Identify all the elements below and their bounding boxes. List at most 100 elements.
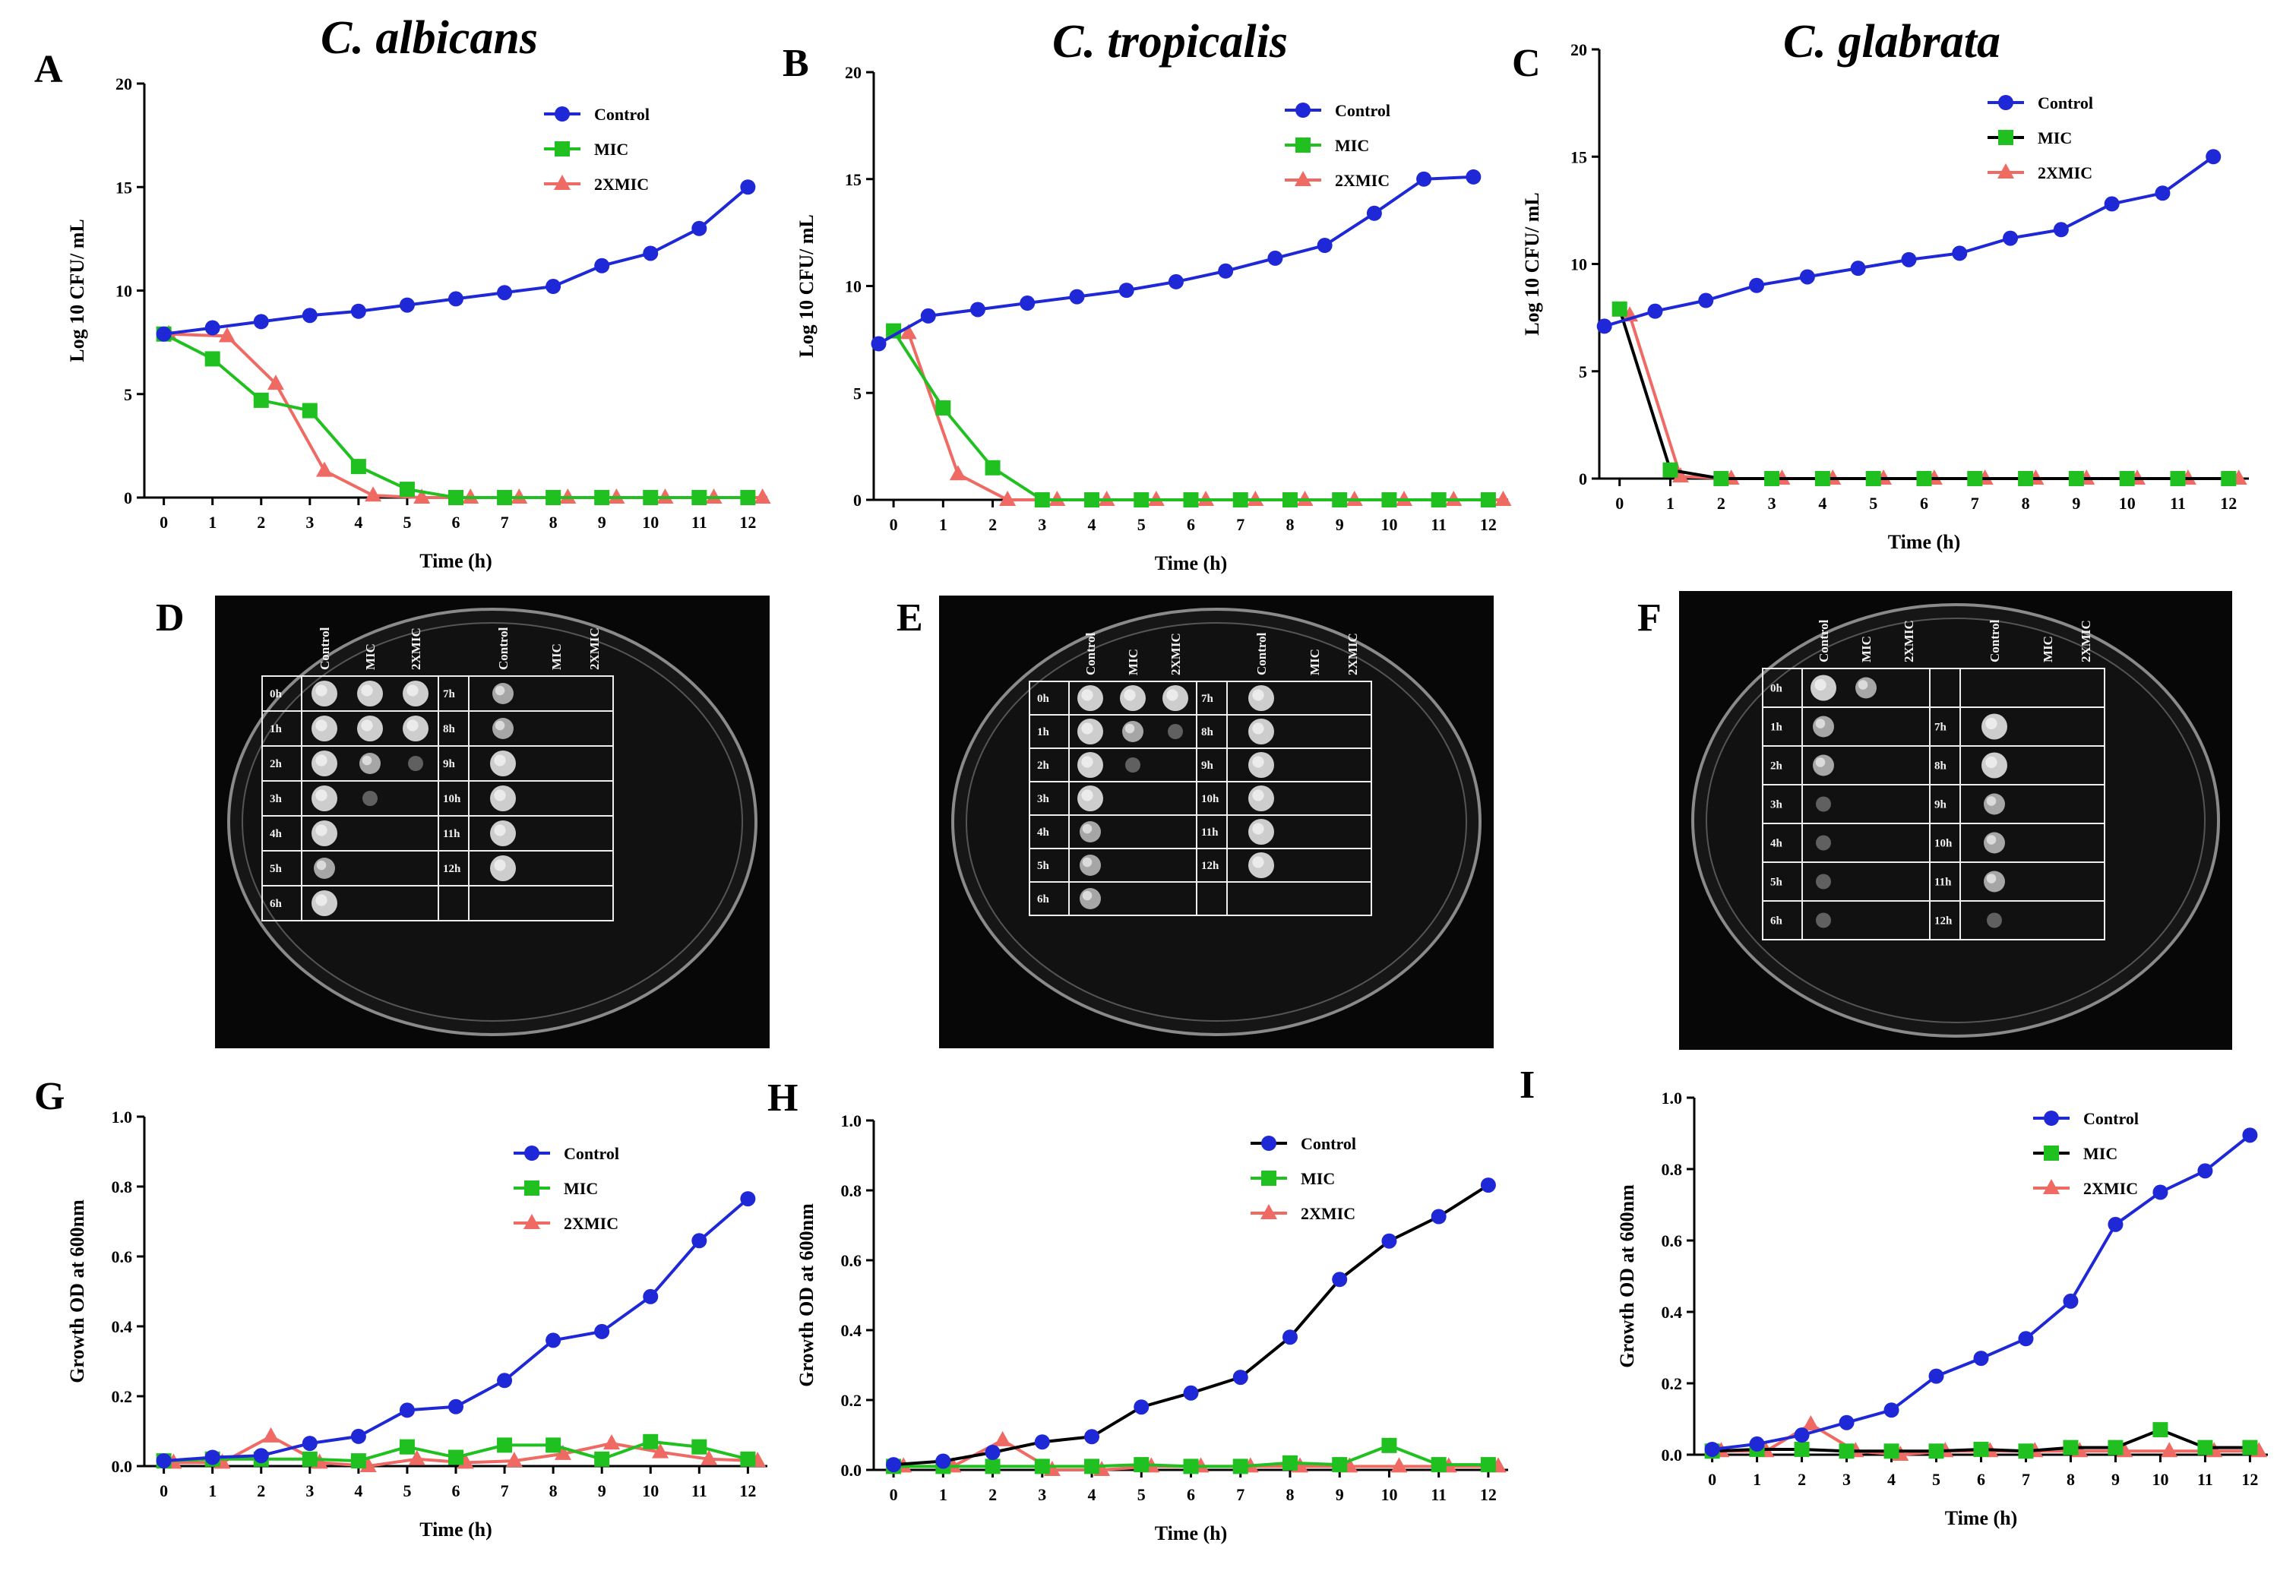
chart-c-point-control [1850, 261, 1866, 277]
chart-g-point-mic [691, 1439, 707, 1455]
chart-h-point-control [935, 1453, 951, 1469]
chart-c-point-mic [1967, 471, 1983, 486]
chart-g-point-mic [399, 1439, 415, 1455]
chart-b-title: C. tropicalis [1052, 16, 1288, 68]
chart-a-legend: Control MIC 2XMIC [544, 105, 650, 194]
chart-c-point-control [1952, 245, 1968, 261]
plate-f-header-left: MIC [1859, 636, 1874, 662]
chart-a-xtick-label: 0 [160, 513, 168, 532]
plate-e-dish-inner [966, 622, 1467, 1022]
chart-a-ytick-label: 0 [124, 488, 132, 507]
plate-f-spot-highlight [1985, 717, 1997, 730]
chart-b-point-control [1416, 171, 1432, 187]
plate-d: Control Control MIC MIC 2XMIC 2XMIC 0h 1h 2h 3h 4h… [215, 596, 770, 1048]
plate-f-row-label: 11h [1934, 877, 1952, 889]
plate-d-row-label: 5h [270, 863, 283, 875]
chart-i-legend-label: 2XMIC [2083, 1179, 2138, 1198]
plate-e-header-right: 2XMIC [1346, 633, 1360, 675]
chart-a-point-mic [691, 490, 707, 505]
chart-h-point-control [1084, 1429, 1100, 1445]
chart-i-point-mic [2063, 1440, 2079, 1455]
chart-c-ytick-label: 20 [1570, 40, 1587, 59]
chart-h-legend: Control MIC 2XMIC [1251, 1134, 1356, 1223]
chart-a-point-mic [497, 490, 513, 505]
chart-g-point-control [204, 1449, 220, 1465]
chart-c-point-mic [1916, 471, 1932, 486]
chart-c-point-mic [1713, 471, 1729, 486]
chart-b-point-mic [1381, 492, 1397, 507]
plate-f-row-label: 10h [1934, 838, 1953, 850]
chart-a-point-control [204, 320, 220, 336]
chart-a-title: C. albicans [321, 12, 538, 64]
chart-a-point-mic [350, 459, 366, 475]
plate-d-spot-highlight [361, 684, 373, 697]
chart-h-point-mic [1183, 1459, 1199, 1474]
plate-f-row-label: 6h [1770, 915, 1783, 928]
chart-i-point-mic [2242, 1440, 2258, 1455]
plate-f-row-label: 2h [1770, 760, 1783, 773]
chart-g-ytick-label: 0.4 [112, 1317, 133, 1336]
plate-e-row-label: 8h [1201, 726, 1214, 738]
chart-b-legend-label: MIC [1335, 136, 1369, 155]
chart-c-xtick-label: 9 [2072, 494, 2080, 513]
plate-e-row-label: 10h [1201, 793, 1219, 805]
plate-e-header-left: MIC [1126, 649, 1140, 675]
chart-a-xtick-label: 9 [598, 513, 606, 532]
chart-h-point-control [1134, 1399, 1150, 1415]
plate-d-spot-highlight [315, 754, 327, 766]
chart-g-series-control [156, 1191, 756, 1469]
chart-h-xtick-label: 7 [1236, 1485, 1244, 1504]
chart-h-ytick-label: 0.0 [841, 1461, 862, 1480]
chart-g-xtick-label: 7 [501, 1481, 509, 1500]
chart-i-xlabel: Time (h) [1945, 1507, 2018, 1529]
plate-f-header-left: Control [1817, 619, 1831, 662]
chart-c-ytick-label: 5 [1579, 362, 1587, 381]
chart-a-point-2xmic [754, 488, 771, 504]
chart-i-legend-label: MIC [2083, 1144, 2117, 1163]
plate-d-spot-highlight [494, 789, 506, 801]
chart-a-legend-marker [554, 175, 571, 190]
chart-g-xtick-label: 10 [642, 1481, 659, 1500]
chart-i-xtick-label: 8 [2067, 1470, 2075, 1489]
chart-a-point-mic [302, 403, 318, 419]
chart-b-xtick-label: 4 [1088, 515, 1096, 534]
chart-a-xtick-label: 6 [452, 513, 460, 532]
plate-d-header-right: Control [496, 627, 511, 670]
chart-g-point-control [594, 1323, 610, 1339]
chart-h-point-mic [1134, 1457, 1150, 1473]
plate-e-spot-highlight [1081, 689, 1093, 701]
chart-g-legend: Control MIC 2XMIC [514, 1144, 619, 1233]
chart-i-legend-marker [2043, 1179, 2060, 1194]
panel-letters-layer: A B C D E F G H I [34, 42, 1662, 1120]
chart-b-xtick-label: 1 [939, 515, 947, 534]
chart-h-point-mic [1480, 1457, 1496, 1473]
chart-b-legend-label: 2XMIC [1335, 171, 1390, 190]
chart-b-xtick-label: 2 [988, 515, 997, 534]
chart-g-point-control [399, 1402, 415, 1418]
chart-a-series-control [156, 179, 756, 342]
chart-i-point-mic [2108, 1440, 2124, 1455]
chart-c-xtick-label: 10 [2119, 494, 2136, 513]
chart-a-point-2xmic [365, 486, 382, 502]
chart-i-ytick-label: 0.0 [1662, 1446, 1683, 1465]
chart-h-xtick-label: 12 [1480, 1485, 1497, 1504]
chart-b-line-mic [892, 330, 1488, 501]
chart-b-point-control [969, 302, 985, 318]
chart-h-legend-marker [1261, 1136, 1276, 1151]
chart-g-legend-marker [524, 1180, 539, 1196]
chart-g-point-mic [448, 1449, 463, 1465]
chart-c-point-2xmic [1671, 467, 1689, 483]
chart-b-point-2xmic [900, 324, 917, 340]
chart-g-point-mic [740, 1451, 756, 1467]
chart-a-series-mic [156, 326, 756, 505]
chart-g-point-2xmic [652, 1443, 669, 1459]
chart-a-xlabel: Time (h) [419, 550, 492, 572]
chart-i-point-control [2018, 1331, 2034, 1347]
chart-a-point-2xmic [218, 327, 236, 343]
chart-b-series-2xmic [900, 324, 1512, 506]
plate-e-spot [1125, 757, 1140, 773]
plate-e-row-label: 0h [1037, 693, 1050, 705]
chart-b-ytick-label: 5 [853, 384, 862, 403]
plate-e-row-label: 9h [1201, 760, 1214, 772]
